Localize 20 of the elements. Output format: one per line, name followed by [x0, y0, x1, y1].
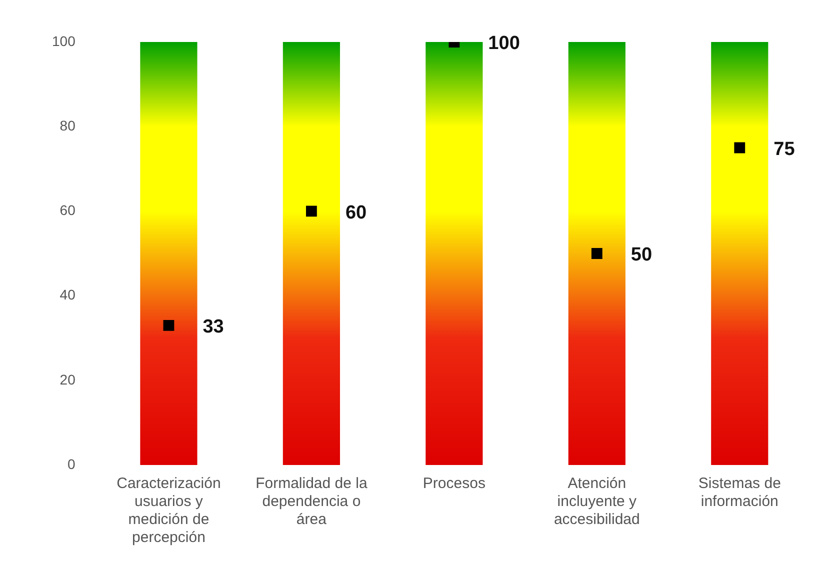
x-tick-label: Caracterización usuarios y medición de percepción [116, 475, 221, 546]
data-label: 50 [630, 244, 652, 266]
data-label: 100 [488, 33, 520, 54]
point [591, 248, 602, 259]
point [163, 320, 174, 331]
point [306, 206, 317, 217]
y-tick-label: 60 [60, 202, 76, 218]
y-tick-label: 40 [60, 286, 76, 303]
x-tick-label: Sistemas de información [698, 475, 781, 510]
x-tick-label: Atención incluyente y accesibilidad [554, 475, 640, 528]
x-tick-label: Procesos [422, 475, 486, 492]
y-tick-label: 80 [60, 117, 76, 134]
x-tick-label: Formalidad de la dependencia o área [256, 475, 368, 528]
y-tick-label: 20 [60, 371, 76, 388]
data-label: 33 [202, 316, 224, 338]
data-label: 75 [774, 138, 796, 160]
y-tick-label: 100 [52, 32, 76, 49]
point [734, 142, 746, 154]
data-label: 60 [345, 202, 367, 224]
y-tick-label: 0 [68, 456, 76, 472]
